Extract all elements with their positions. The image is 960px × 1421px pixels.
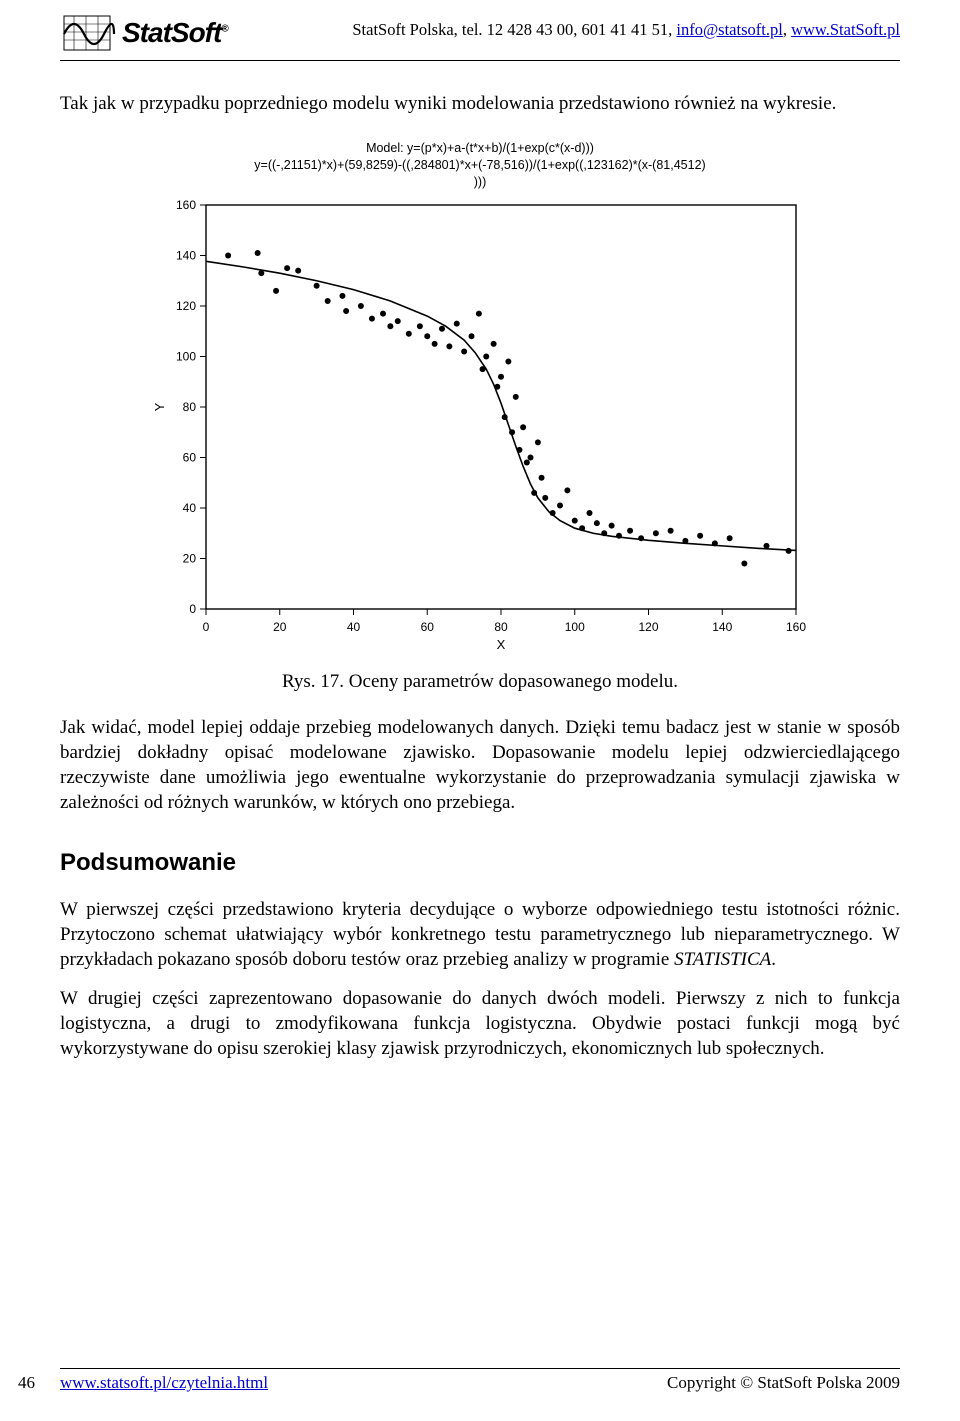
- svg-text:20: 20: [273, 620, 287, 634]
- svg-text:100: 100: [176, 349, 196, 363]
- paragraph-2: Jak widać, model lepiej oddaje przebieg …: [60, 715, 900, 815]
- svg-text:120: 120: [176, 299, 196, 313]
- header-web-link[interactable]: www.StatSoft.pl: [791, 20, 900, 39]
- svg-text:140: 140: [712, 620, 732, 634]
- footer-copyright: Copyright © StatSoft Polska 2009: [667, 1373, 900, 1393]
- paragraph-3: W pierwszej części przedstawiono kryteri…: [60, 897, 900, 972]
- page-header: StatSoft® StatSoft Polska, tel. 12 428 4…: [60, 0, 900, 61]
- page-footer: 46 www.statsoft.pl/czytelnia.html Copyri…: [60, 1368, 900, 1393]
- svg-text:80: 80: [183, 400, 197, 414]
- scatter-chart: 0 20 40 60 80 100 120 140 160 0 20 40 60 80 100 120 140 1…: [150, 195, 810, 655]
- figure-caption: Rys. 17. Oceny parametrów dopasowanego m…: [60, 671, 900, 693]
- svg-text:160: 160: [786, 620, 806, 634]
- svg-text:X: X: [497, 637, 506, 652]
- svg-text:Y: Y: [152, 402, 167, 411]
- header-email-link[interactable]: info@statsoft.pl: [676, 20, 782, 39]
- chart-container: Model: y=(p*x)+a-(t*x+b)/(1+exp(c*(x-d))…: [150, 140, 810, 655]
- svg-text:120: 120: [638, 620, 658, 634]
- svg-text:40: 40: [347, 620, 361, 634]
- section-heading-summary: Podsumowanie: [60, 849, 900, 877]
- footer-url-link[interactable]: www.statsoft.pl/czytelnia.html: [60, 1373, 268, 1392]
- chart-title: Model: y=(p*x)+a-(t*x+b)/(1+exp(c*(x-d))…: [150, 140, 810, 191]
- svg-text:160: 160: [176, 198, 196, 212]
- page-number: 46: [18, 1373, 35, 1393]
- brand-logo: StatSoft®: [60, 10, 228, 56]
- svg-text:0: 0: [189, 602, 196, 616]
- paragraph-4: W drugiej części zaprezentowano dopasowa…: [60, 986, 900, 1061]
- svg-text:80: 80: [494, 620, 508, 634]
- page-content: Tak jak w przypadku poprzedniego modelu …: [0, 61, 960, 1061]
- intro-paragraph: Tak jak w przypadku poprzedniego modelu …: [60, 91, 900, 116]
- svg-text:40: 40: [183, 501, 197, 515]
- svg-text:60: 60: [183, 450, 197, 464]
- svg-text:140: 140: [176, 248, 196, 262]
- header-contact: StatSoft Polska, tel. 12 428 43 00, 601 …: [228, 10, 900, 40]
- svg-text:20: 20: [183, 551, 197, 565]
- statsoft-wave-icon: [60, 10, 118, 56]
- svg-text:60: 60: [421, 620, 435, 634]
- brand-name: StatSoft®: [122, 17, 228, 49]
- svg-text:100: 100: [565, 620, 585, 634]
- svg-text:0: 0: [203, 620, 210, 634]
